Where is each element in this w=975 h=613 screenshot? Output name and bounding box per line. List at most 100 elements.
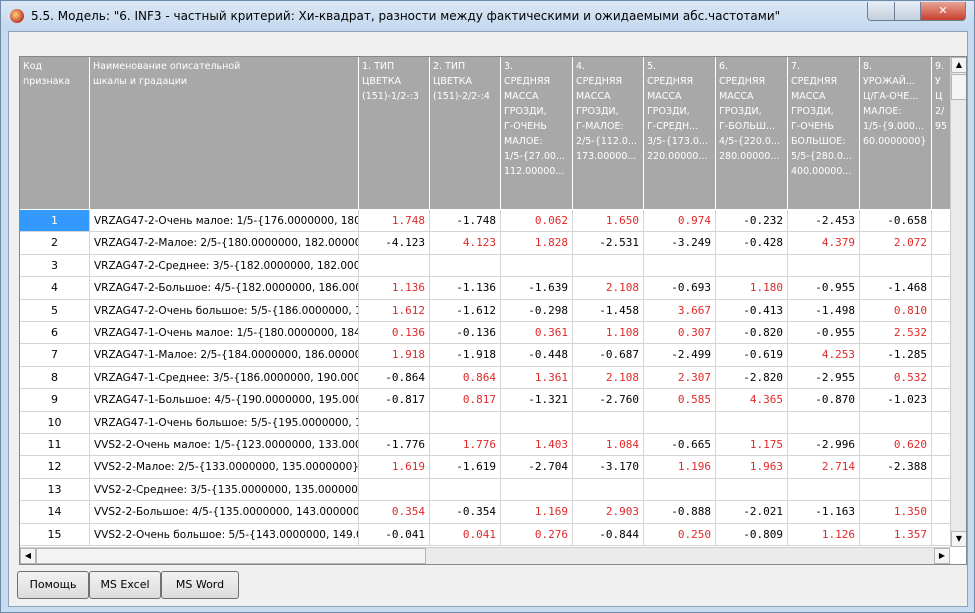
- value-cell[interactable]: 1.180: [716, 277, 788, 300]
- button[interactable]: MS Word: [161, 571, 239, 599]
- row-name[interactable]: VRZAG47-2-Очень большое: 5/5-{186.000000…: [90, 299, 359, 322]
- value-cell[interactable]: -0.448: [501, 344, 573, 367]
- empty-cell[interactable]: [860, 478, 932, 502]
- scroll-thumb[interactable]: [951, 74, 966, 100]
- maximize-button[interactable]: [894, 2, 921, 21]
- value-cell[interactable]: 1.963: [716, 456, 788, 479]
- empty-cell[interactable]: [932, 232, 952, 255]
- row-name[interactable]: VRZAG47-1-Очень малое: 1/5-{180.0000000,…: [90, 322, 359, 345]
- value-cell[interactable]: 1.357: [860, 523, 932, 546]
- value-cell[interactable]: -0.817: [359, 389, 430, 412]
- column-header[interactable]: 7. СРЕДНЯЯ МАССА ГРОЗДИ, Г-ОЧЕНЬ БОЛЬШОЕ…: [788, 57, 860, 210]
- value-cell[interactable]: 4.379: [788, 232, 860, 255]
- value-cell[interactable]: -0.136: [430, 322, 501, 345]
- value-cell[interactable]: 1.650: [573, 210, 644, 233]
- value-cell[interactable]: -1.748: [430, 210, 501, 233]
- button[interactable]: Помощь: [17, 571, 89, 599]
- value-cell[interactable]: 2.108: [573, 277, 644, 300]
- value-cell[interactable]: -2.996: [788, 434, 860, 457]
- value-cell[interactable]: -0.955: [788, 277, 860, 300]
- row-name[interactable]: VRZAG47-1-Большое: 4/5-{190.0000000, 195…: [90, 389, 359, 412]
- value-cell[interactable]: -0.844: [573, 523, 644, 546]
- scroll-right[interactable]: ▶: [934, 548, 950, 564]
- empty-cell[interactable]: [359, 411, 430, 434]
- row-name[interactable]: VRZAG47-2-Большое: 4/5-{182.0000000, 186…: [90, 277, 359, 300]
- value-cell[interactable]: -0.619: [716, 344, 788, 367]
- value-cell[interactable]: 1.196: [644, 456, 716, 479]
- button[interactable]: MS Excel: [89, 571, 161, 599]
- value-cell[interactable]: 2.532: [860, 322, 932, 345]
- value-cell[interactable]: -1.458: [573, 299, 644, 322]
- empty-cell[interactable]: [501, 254, 573, 278]
- empty-cell[interactable]: [932, 366, 952, 390]
- value-cell[interactable]: -1.468: [860, 277, 932, 300]
- value-cell[interactable]: 4.123: [430, 232, 501, 255]
- value-cell[interactable]: 1.828: [501, 232, 573, 255]
- empty-cell[interactable]: [716, 411, 788, 434]
- value-cell[interactable]: 1.126: [788, 523, 860, 546]
- value-cell[interactable]: -0.413: [716, 299, 788, 322]
- empty-cell[interactable]: [788, 254, 860, 278]
- value-cell[interactable]: -0.354: [430, 501, 501, 524]
- row-code[interactable]: 8: [20, 366, 90, 390]
- value-cell[interactable]: 0.062: [501, 210, 573, 233]
- value-cell[interactable]: 1.175: [716, 434, 788, 457]
- empty-cell[interactable]: [788, 478, 860, 502]
- empty-cell[interactable]: [644, 254, 716, 278]
- row-code[interactable]: 5: [20, 299, 90, 322]
- empty-cell[interactable]: [932, 389, 952, 412]
- value-cell[interactable]: 1.169: [501, 501, 573, 524]
- empty-cell[interactable]: [644, 411, 716, 434]
- column-header[interactable]: Наименование описательной шкалы и градац…: [90, 57, 359, 210]
- empty-cell[interactable]: [932, 299, 952, 322]
- row-code[interactable]: 6: [20, 322, 90, 345]
- scroll-down[interactable]: ▼: [951, 531, 966, 547]
- value-cell[interactable]: 1.084: [573, 434, 644, 457]
- empty-cell[interactable]: [716, 254, 788, 278]
- column-header[interactable]: 5. СРЕДНЯЯ МАССА ГРОЗДИ, Г-СРЕДН... 3/5-…: [644, 57, 716, 210]
- value-cell[interactable]: 0.276: [501, 523, 573, 546]
- empty-cell[interactable]: [932, 277, 952, 300]
- column-header[interactable]: Код признака: [20, 57, 90, 210]
- value-cell[interactable]: 2.307: [644, 366, 716, 390]
- value-cell[interactable]: -1.163: [788, 501, 860, 524]
- value-cell[interactable]: 0.620: [860, 434, 932, 457]
- value-cell[interactable]: -2.955: [788, 366, 860, 390]
- row-code[interactable]: 10: [20, 411, 90, 434]
- horizontal-scrollbar[interactable]: ◀ ▶: [20, 547, 950, 564]
- value-cell[interactable]: -0.870: [788, 389, 860, 412]
- row-code[interactable]: 12: [20, 456, 90, 479]
- value-cell[interactable]: -1.023: [860, 389, 932, 412]
- row-code[interactable]: 4: [20, 277, 90, 300]
- empty-cell[interactable]: [932, 344, 952, 367]
- empty-cell[interactable]: [573, 254, 644, 278]
- value-cell[interactable]: 1.108: [573, 322, 644, 345]
- value-cell[interactable]: 4.253: [788, 344, 860, 367]
- value-cell[interactable]: 4.365: [716, 389, 788, 412]
- value-cell[interactable]: -3.170: [573, 456, 644, 479]
- value-cell[interactable]: -0.820: [716, 322, 788, 345]
- value-cell[interactable]: -0.809: [716, 523, 788, 546]
- empty-cell[interactable]: [932, 254, 952, 278]
- empty-cell[interactable]: [932, 210, 952, 233]
- value-cell[interactable]: 0.810: [860, 299, 932, 322]
- value-cell[interactable]: -1.619: [430, 456, 501, 479]
- value-cell[interactable]: 0.136: [359, 322, 430, 345]
- row-code[interactable]: 13: [20, 478, 90, 502]
- row-name[interactable]: VRZAG47-1-Очень большое: 5/5-{195.000000…: [90, 411, 359, 434]
- empty-cell[interactable]: [573, 411, 644, 434]
- scroll-left[interactable]: ◀: [20, 548, 36, 564]
- empty-cell[interactable]: [430, 478, 501, 502]
- value-cell[interactable]: -1.776: [359, 434, 430, 457]
- value-cell[interactable]: -0.041: [359, 523, 430, 546]
- column-header[interactable]: 6. СРЕДНЯЯ МАССА ГРОЗДИ, Г-БОЛЬШ... 4/5-…: [716, 57, 788, 210]
- value-cell[interactable]: 0.041: [430, 523, 501, 546]
- empty-cell[interactable]: [359, 254, 430, 278]
- value-cell[interactable]: 1.619: [359, 456, 430, 479]
- row-code[interactable]: 7: [20, 344, 90, 367]
- value-cell[interactable]: -2.531: [573, 232, 644, 255]
- value-cell[interactable]: -1.639: [501, 277, 573, 300]
- column-header[interactable]: 2. ТИП ЦВЕТКА (151)-2/2-:4: [430, 57, 501, 210]
- empty-cell[interactable]: [644, 478, 716, 502]
- empty-cell[interactable]: [359, 478, 430, 502]
